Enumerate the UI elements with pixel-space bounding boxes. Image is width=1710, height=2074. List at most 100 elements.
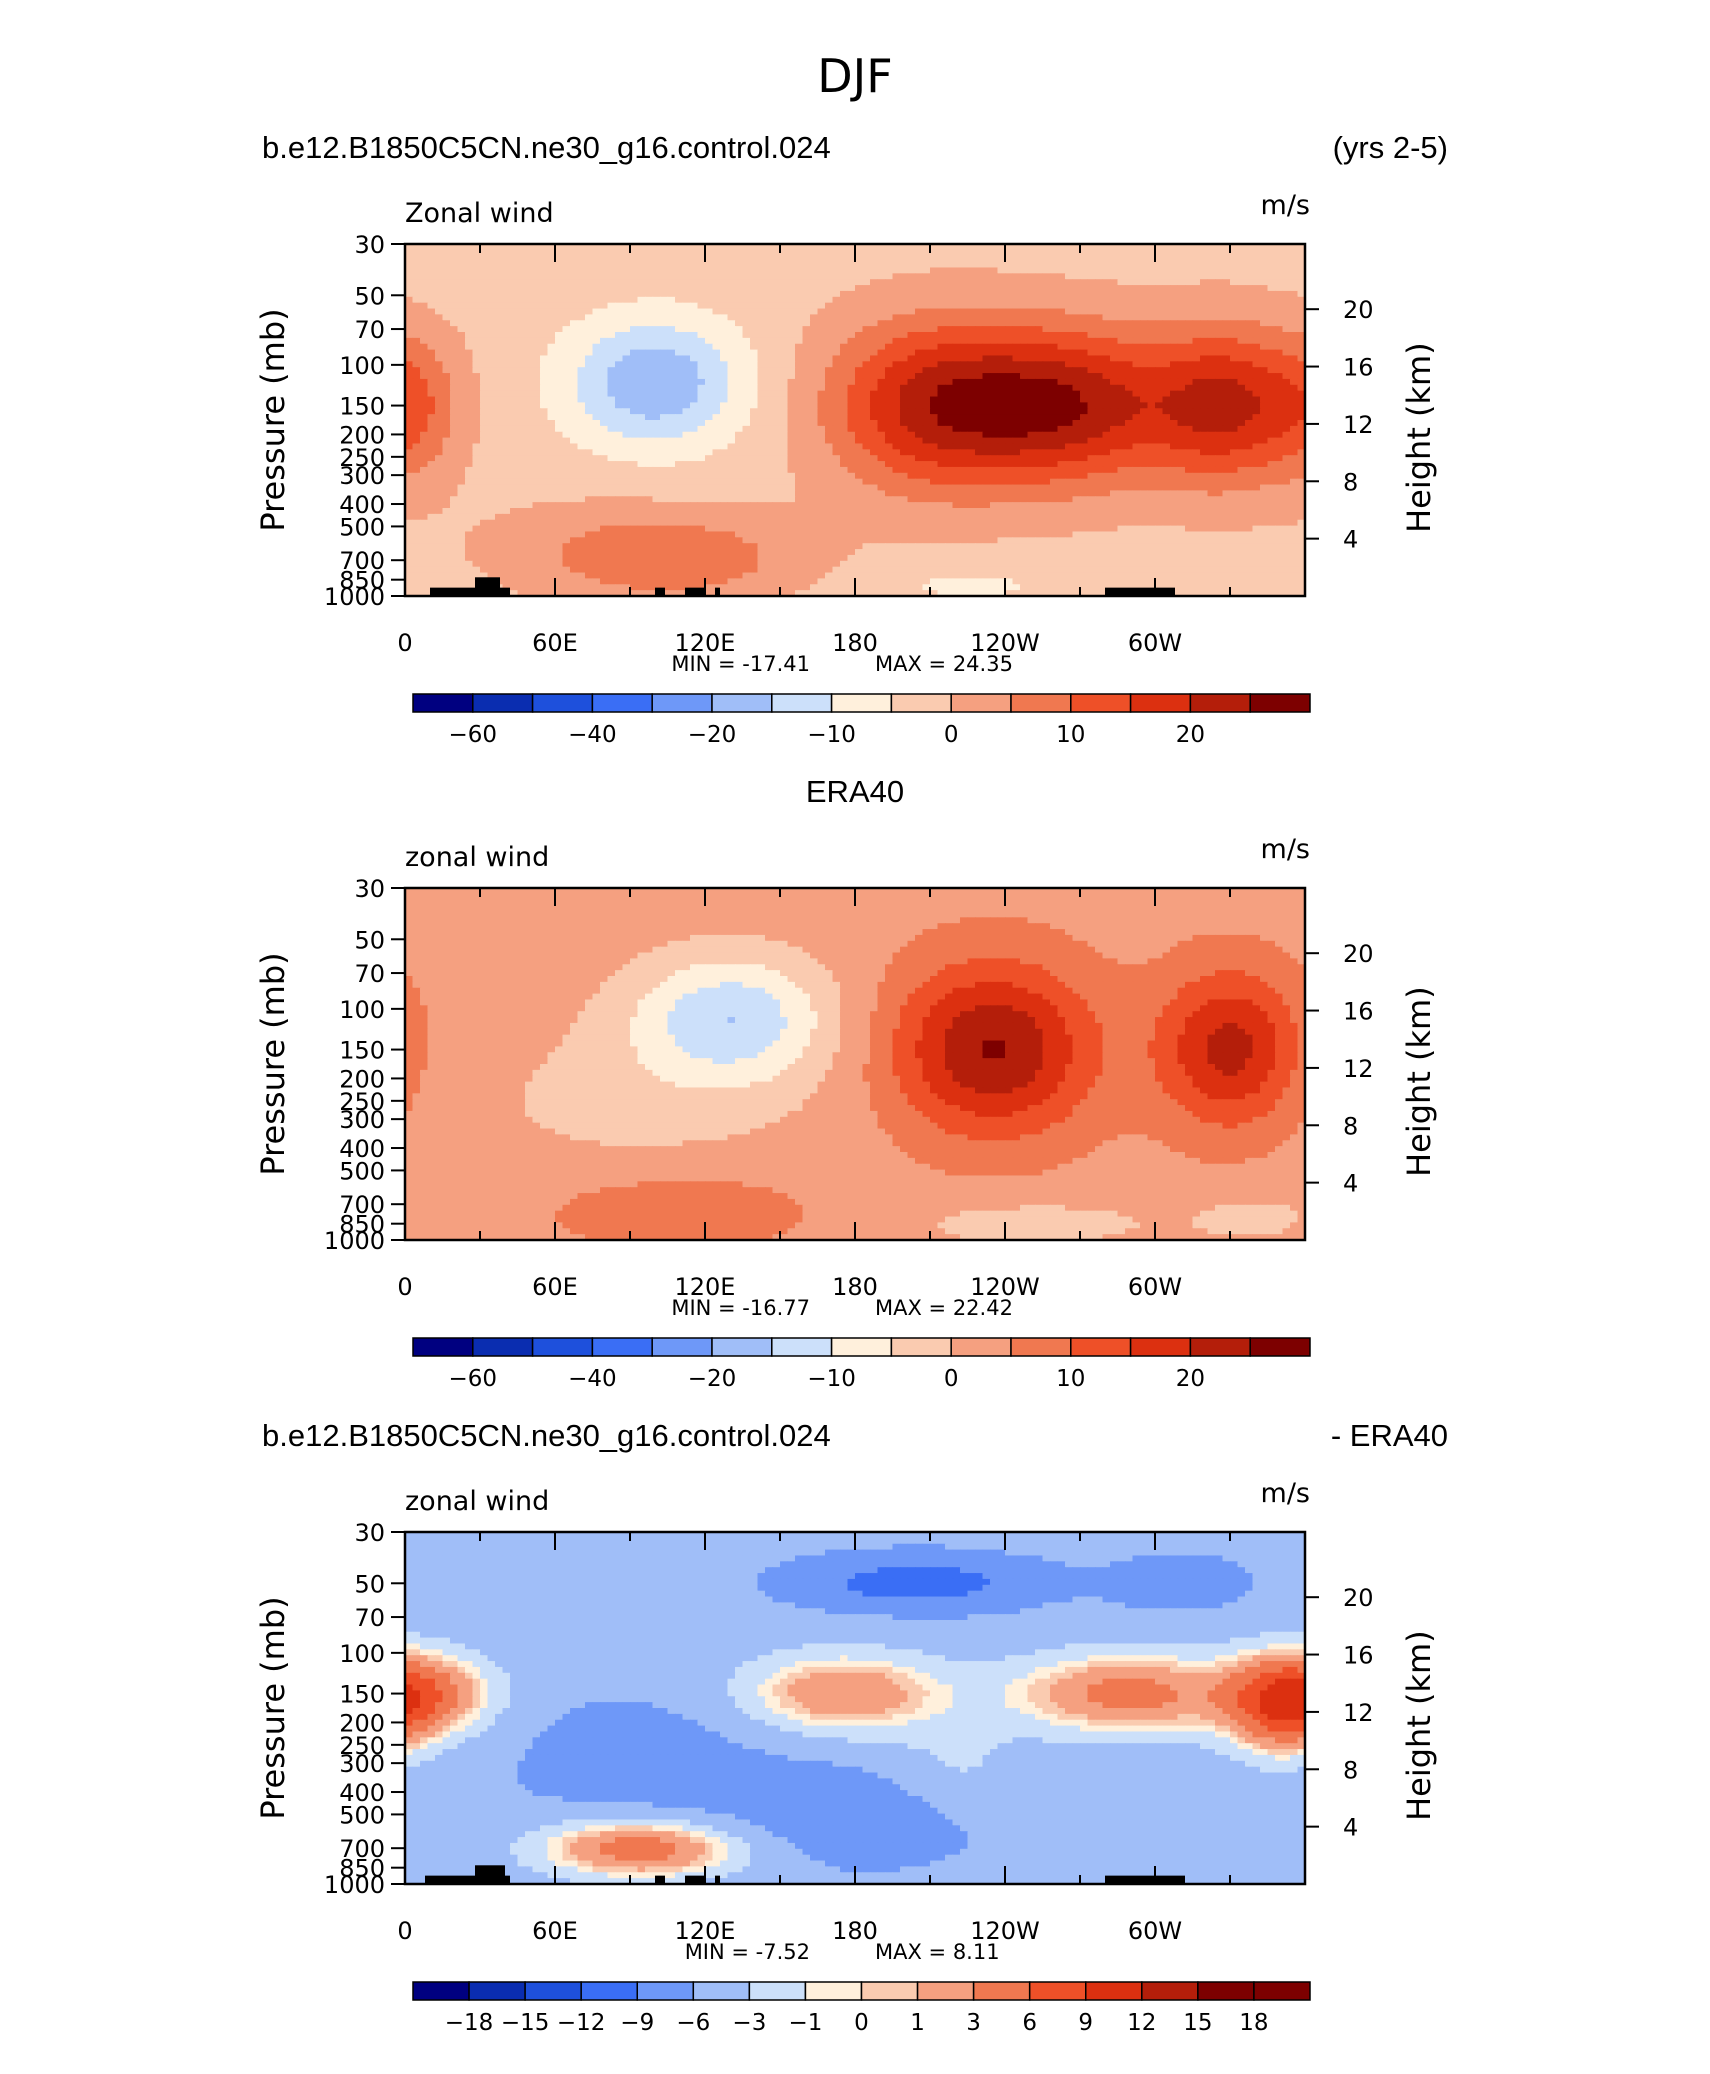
field-cell <box>653 350 661 356</box>
field-cell <box>570 338 578 344</box>
field-cell <box>488 426 496 432</box>
field-cell <box>1013 267 1021 273</box>
field-cell <box>660 256 668 262</box>
field-cell <box>923 391 931 397</box>
field-cell <box>675 385 683 391</box>
field-cell <box>420 273 428 279</box>
field-cell <box>1163 350 1171 356</box>
field-cell <box>1223 379 1231 385</box>
field-cell <box>780 485 788 491</box>
field-cell <box>1035 426 1043 432</box>
field-cell <box>578 297 586 303</box>
field-cell <box>1163 455 1171 461</box>
field-cell <box>1268 250 1276 256</box>
field-cell <box>953 479 961 485</box>
field-cell <box>788 408 796 414</box>
field-cell <box>960 285 968 291</box>
field-cell <box>623 461 631 467</box>
field-cell <box>1193 414 1201 420</box>
field-cell <box>1193 267 1201 273</box>
field-cell <box>818 285 826 291</box>
field-cell <box>1290 432 1298 438</box>
field-cell <box>998 414 1006 420</box>
field-cell <box>945 250 953 256</box>
field-cell <box>915 338 923 344</box>
field-cell <box>1050 344 1058 350</box>
field-cell <box>855 455 863 461</box>
field-cell <box>840 279 848 285</box>
field-cell <box>428 303 436 309</box>
field-cell <box>803 414 811 420</box>
field-cell <box>705 455 713 461</box>
field-cell <box>945 350 953 356</box>
field-cell <box>1208 402 1216 408</box>
field-cell <box>870 449 878 455</box>
field-cell <box>893 402 901 408</box>
field-cell <box>990 373 998 379</box>
field-cell <box>795 332 803 338</box>
field-cell <box>608 402 616 408</box>
field-cell <box>1155 297 1163 303</box>
field-cell <box>915 309 923 315</box>
field-cell <box>518 367 526 373</box>
field-cell <box>533 314 541 320</box>
field-cell <box>938 438 946 444</box>
field-cell <box>1193 426 1201 432</box>
field-cell <box>1028 309 1036 315</box>
field-cell <box>1005 303 1013 309</box>
field-cell <box>1185 279 1193 285</box>
field-cell <box>645 385 653 391</box>
field-cell <box>870 455 878 461</box>
field-cell <box>510 467 518 473</box>
field-cell <box>743 350 751 356</box>
field-cell <box>1208 479 1216 485</box>
field-cell <box>803 338 811 344</box>
field-cell <box>653 379 661 385</box>
field-cell <box>818 344 826 350</box>
field-cell <box>893 338 901 344</box>
field-cell <box>1073 279 1081 285</box>
field-cell <box>533 402 541 408</box>
field-cell <box>833 361 841 367</box>
field-cell <box>413 273 421 279</box>
field-cell <box>533 420 541 426</box>
field-cell <box>930 338 938 344</box>
field-cell <box>818 379 826 385</box>
field-cell <box>1275 291 1283 297</box>
field-cell <box>945 320 953 326</box>
field-cell <box>1230 408 1238 414</box>
field-cell <box>1103 355 1111 361</box>
field-cell <box>705 355 713 361</box>
field-cell <box>450 485 458 491</box>
field-cell <box>510 455 518 461</box>
field-cell <box>653 455 661 461</box>
field-cell <box>1223 309 1231 315</box>
field-cell <box>1035 373 1043 379</box>
field-cell <box>1103 426 1111 432</box>
field-cell <box>863 391 871 397</box>
field-cell <box>1148 426 1156 432</box>
field-cell <box>495 262 503 268</box>
field-cell <box>495 485 503 491</box>
field-cell <box>1050 256 1058 262</box>
field-cell <box>1125 455 1133 461</box>
field-cell <box>1260 408 1268 414</box>
field-cell <box>975 250 983 256</box>
field-cell <box>968 309 976 315</box>
field-cell <box>630 256 638 262</box>
field-cell <box>720 262 728 268</box>
field-cell <box>563 432 571 438</box>
field-cell <box>960 361 968 367</box>
field-cell <box>720 438 728 444</box>
field-cell <box>1178 314 1186 320</box>
field-cell <box>1050 373 1058 379</box>
field-cell <box>945 461 953 467</box>
field-cell <box>653 479 661 485</box>
field-cell <box>1013 367 1021 373</box>
field-cell <box>923 350 931 356</box>
field-cell <box>608 326 616 332</box>
field-cell <box>803 461 811 467</box>
field-cell <box>1080 267 1088 273</box>
field-cell <box>1170 262 1178 268</box>
